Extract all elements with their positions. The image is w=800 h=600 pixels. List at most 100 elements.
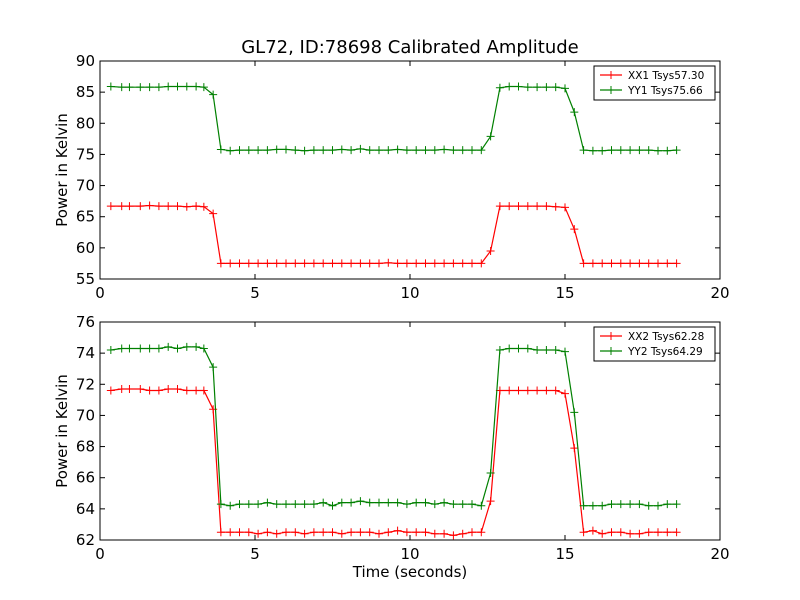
data-point — [486, 469, 495, 478]
data-point — [199, 83, 208, 92]
legend-marker — [607, 347, 615, 355]
y-tick-label: 72 — [76, 375, 95, 393]
data-point — [309, 500, 318, 509]
y-tick-label: 75 — [76, 145, 95, 163]
data-point — [272, 500, 281, 509]
data-point — [523, 344, 532, 353]
data-point — [393, 498, 402, 507]
data-point — [588, 259, 597, 268]
data-point — [136, 384, 145, 393]
data-point — [402, 500, 411, 509]
series-1 — [106, 384, 681, 540]
data-point — [106, 386, 115, 395]
data-point — [598, 529, 607, 538]
data-point — [125, 83, 134, 92]
data-point — [505, 82, 514, 91]
data-point — [505, 202, 514, 211]
data-point — [136, 344, 145, 353]
y-tick-label: 64 — [76, 500, 95, 518]
data-point — [477, 146, 486, 155]
data-point — [300, 146, 309, 155]
data-point — [440, 529, 449, 538]
data-point — [495, 83, 504, 92]
bottom-plot: 0 5 10 15 20 62 64 66 68 70 72 74 76 Power in Kelvin X… — [53, 313, 730, 563]
data-point — [542, 202, 551, 211]
data-point — [626, 146, 635, 155]
data-point — [607, 528, 616, 537]
data-point — [244, 146, 253, 155]
data-point — [328, 146, 337, 155]
data-point — [468, 528, 476, 537]
data-point — [347, 259, 356, 268]
data-point — [235, 259, 244, 268]
data-point — [449, 146, 458, 155]
data-point — [117, 384, 126, 393]
legend-entry: YY2 Tsys64.29 — [627, 346, 703, 358]
data-point — [551, 346, 560, 355]
data-point — [495, 346, 504, 355]
data-point — [430, 500, 439, 509]
data-point — [182, 82, 191, 91]
x-tick-label: 10 — [400, 284, 419, 302]
x-tick-label: 15 — [555, 545, 574, 563]
data-point — [561, 84, 569, 93]
data-point — [375, 529, 383, 538]
data-point — [199, 344, 208, 353]
data-point — [216, 259, 225, 268]
data-point — [458, 259, 467, 268]
data-point — [164, 202, 173, 211]
data-point — [125, 202, 134, 211]
series-line — [110, 388, 677, 536]
data-point — [263, 259, 272, 268]
data-point — [254, 500, 263, 509]
data-point — [672, 528, 681, 537]
data-point — [216, 145, 225, 154]
data-point — [421, 528, 430, 537]
data-point — [393, 145, 402, 154]
data-point — [616, 500, 625, 509]
y-tick-label: 62 — [76, 531, 95, 549]
data-point — [672, 259, 681, 268]
data-point — [533, 83, 542, 92]
data-point — [579, 501, 588, 510]
data-point — [154, 202, 163, 211]
data-point — [654, 259, 662, 268]
data-point — [356, 259, 365, 268]
y-axis-label: Power in Kelvin — [53, 374, 71, 488]
data-point — [616, 146, 625, 155]
data-point — [365, 528, 374, 537]
y-tick-label: 55 — [76, 270, 95, 288]
legend-entry: XX1 Tsys57.30 — [628, 70, 704, 82]
data-point — [347, 498, 356, 507]
data-point — [551, 386, 560, 395]
data-point — [579, 528, 588, 537]
data-point — [125, 344, 134, 353]
data-point — [477, 528, 486, 537]
data-point — [616, 528, 625, 537]
data-point — [635, 500, 644, 509]
data-point — [663, 146, 672, 155]
data-point — [542, 83, 551, 92]
data-point — [505, 344, 514, 353]
data-point — [570, 225, 579, 234]
data-point — [337, 498, 346, 507]
y-tick-label: 80 — [76, 114, 95, 132]
data-point — [300, 259, 309, 268]
data-point — [542, 386, 551, 395]
data-point — [291, 528, 300, 537]
data-point — [244, 500, 253, 509]
series-line — [110, 204, 677, 264]
data-point — [598, 146, 607, 155]
x-tick-label: 15 — [555, 284, 574, 302]
data-point — [635, 529, 644, 538]
data-point — [579, 259, 588, 268]
data-point — [663, 259, 672, 268]
data-point — [291, 146, 300, 155]
y-tick-label: 90 — [76, 52, 95, 70]
data-point — [561, 347, 569, 356]
data-point — [263, 528, 272, 537]
data-point — [117, 202, 126, 211]
data-point — [164, 342, 173, 351]
data-point — [458, 146, 467, 155]
data-point — [173, 344, 182, 353]
